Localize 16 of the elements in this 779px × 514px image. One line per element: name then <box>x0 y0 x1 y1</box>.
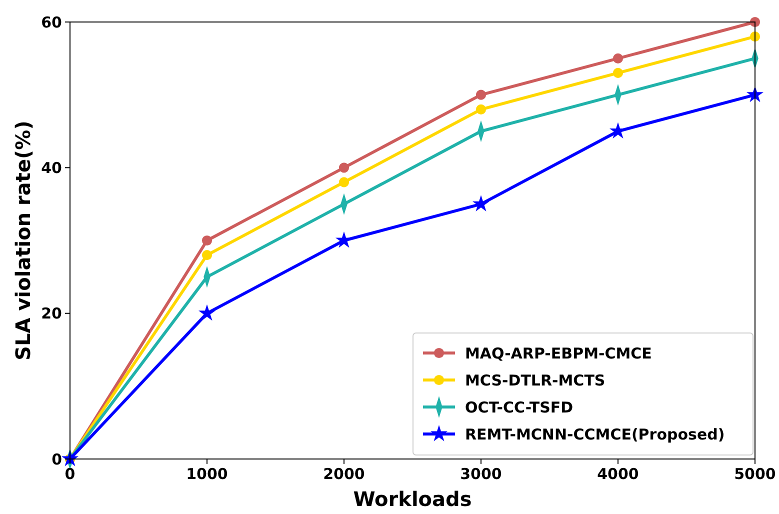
x-tick-label: 2000 <box>323 465 365 483</box>
y-tick-label: 0 <box>52 450 62 468</box>
legend-label: MCS-DTLR-MCTS <box>465 371 606 390</box>
x-tick-label: 4000 <box>597 465 639 483</box>
x-tick-label: 5000 <box>734 465 776 483</box>
y-tick-label: 60 <box>41 13 62 32</box>
legend-label: REMT-MCNN-CCMCE(Proposed) <box>465 425 725 444</box>
y-tick-label: 40 <box>41 158 62 177</box>
legend-label: OCT-CC-TSFD <box>465 398 574 416</box>
y-tick-label: 20 <box>41 304 62 323</box>
x-axis-title: Workloads <box>353 487 472 511</box>
x-tick-label: 0 <box>64 465 76 483</box>
x-tick-label: 1000 <box>186 465 228 483</box>
x-tick-label: 3000 <box>460 465 502 483</box>
legend-label: MAQ-ARP-EBPM-CMCE <box>465 344 652 362</box>
y-axis-title: SLA violation rate(%) <box>11 120 35 360</box>
